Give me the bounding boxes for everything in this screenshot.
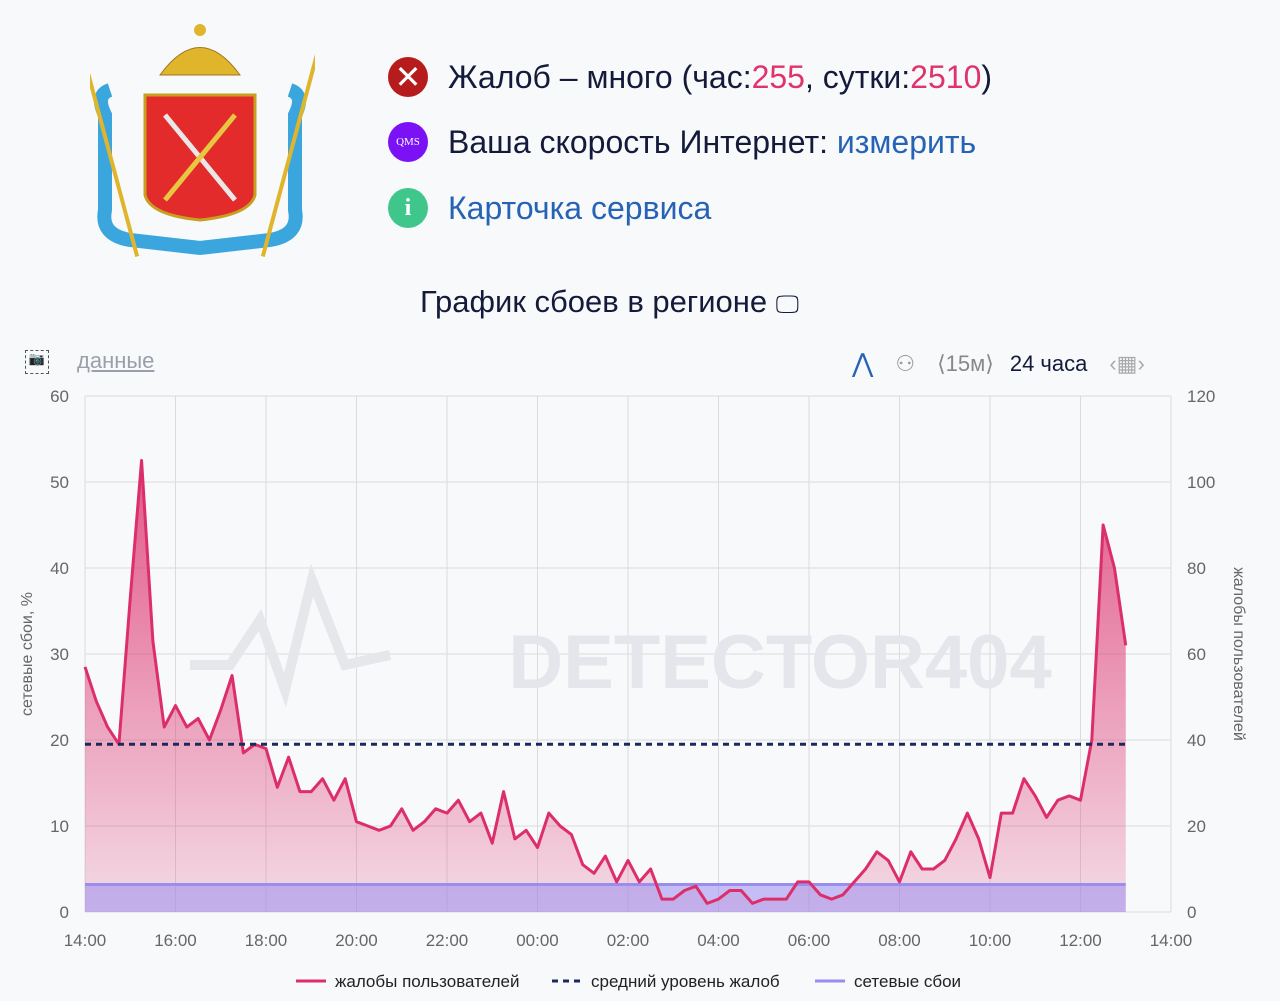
y-left-tick: 60 bbox=[50, 387, 69, 406]
complaints-text: Жалоб – много (час: bbox=[448, 58, 752, 95]
service-card-row: i Карточка сервиса bbox=[388, 188, 711, 228]
toolbar-right: ⋀ ⚇ ⟨15м⟩ 24 часа ‹▦› bbox=[852, 348, 1145, 379]
y-left-tick: 50 bbox=[50, 473, 69, 492]
x-tick: 14:00 bbox=[64, 931, 107, 950]
x-tick: 10:00 bbox=[969, 931, 1012, 950]
y-right-tick: 40 bbox=[1187, 731, 1206, 750]
y-left-tick: 10 bbox=[50, 817, 69, 836]
complaints-line bbox=[83, 459, 1128, 905]
interval-selector[interactable]: ⟨15м⟩ bbox=[937, 350, 994, 376]
x-tick: 14:00 bbox=[1150, 931, 1193, 950]
period-selector[interactable]: 24 часа bbox=[1009, 350, 1088, 376]
y-left-tick: 20 bbox=[50, 731, 69, 750]
toolbar-left: 📷 данные bbox=[25, 348, 155, 375]
hour-count: 255 bbox=[751, 58, 805, 95]
x-tick: 18:00 bbox=[245, 931, 288, 950]
y-right-tick: 20 bbox=[1187, 817, 1206, 836]
speed-status: QMS Ваша скорость Интернет: измерить bbox=[388, 122, 976, 162]
y-left-tick: 30 bbox=[50, 645, 69, 664]
legend-label: средний уровень жалоб bbox=[591, 972, 780, 991]
watermark-logo bbox=[190, 563, 392, 708]
x-tick: 20:00 bbox=[335, 931, 378, 950]
chart-title-text: График сбоев в регионе bbox=[420, 284, 768, 319]
y-left-tick: 40 bbox=[50, 559, 69, 578]
complaints-status: ✕ Жалоб – много (час: 255, сутки: 2510) bbox=[388, 57, 992, 97]
camera-icon[interactable]: 📷 bbox=[25, 350, 49, 375]
network-failures-area bbox=[85, 884, 1126, 912]
legend-label: жалобы пользователей bbox=[335, 972, 519, 991]
calendar-nav[interactable]: ‹▦› bbox=[1109, 350, 1145, 376]
x-tick: 22:00 bbox=[426, 931, 469, 950]
day-label: , сутки: bbox=[804, 58, 911, 95]
data-link[interactable]: данные bbox=[77, 348, 155, 373]
paren-close: ) bbox=[981, 58, 993, 95]
x-tick: 02:00 bbox=[607, 931, 650, 950]
service-card-link[interactable]: Карточка сервиса bbox=[448, 189, 712, 226]
user-icon[interactable]: ⚇ bbox=[895, 350, 916, 376]
x-tick: 16:00 bbox=[154, 931, 197, 950]
error-icon: ✕ bbox=[388, 57, 428, 97]
complaints-area bbox=[85, 460, 1126, 912]
y-left-tick: 0 bbox=[60, 903, 69, 922]
day-count: 2510 bbox=[910, 58, 982, 95]
y-right-tick: 120 bbox=[1187, 387, 1215, 406]
qms-icon: QMS bbox=[388, 122, 428, 162]
coat-of-arms-logo bbox=[90, 24, 315, 257]
chart-mode-icon[interactable]: ⋀ bbox=[852, 348, 874, 378]
x-tick: 04:00 bbox=[697, 931, 740, 950]
measure-speed-link[interactable]: измерить bbox=[836, 123, 977, 160]
x-tick: 06:00 bbox=[788, 931, 831, 950]
speed-label: Ваша скорость Интернет: bbox=[448, 123, 828, 160]
watermark: DETECTOR404 bbox=[508, 620, 1051, 705]
x-tick: 00:00 bbox=[516, 931, 559, 950]
y-right-label: жалобы пользователей bbox=[1230, 567, 1247, 741]
monitor-icon: 🖵 bbox=[775, 291, 799, 318]
y-right-tick: 0 bbox=[1187, 903, 1196, 922]
y-right-tick: 100 bbox=[1187, 473, 1215, 492]
chart-title: График сбоев в регионе 🖵 bbox=[420, 284, 799, 320]
legend-label: сетевые сбои bbox=[854, 972, 961, 991]
y-right-tick: 60 bbox=[1187, 645, 1206, 664]
y-left-label: сетевые сбои, % bbox=[19, 592, 36, 716]
y-right-tick: 80 bbox=[1187, 559, 1206, 578]
x-tick: 12:00 bbox=[1059, 931, 1102, 950]
x-tick: 08:00 bbox=[878, 931, 921, 950]
info-icon: i bbox=[388, 188, 428, 228]
